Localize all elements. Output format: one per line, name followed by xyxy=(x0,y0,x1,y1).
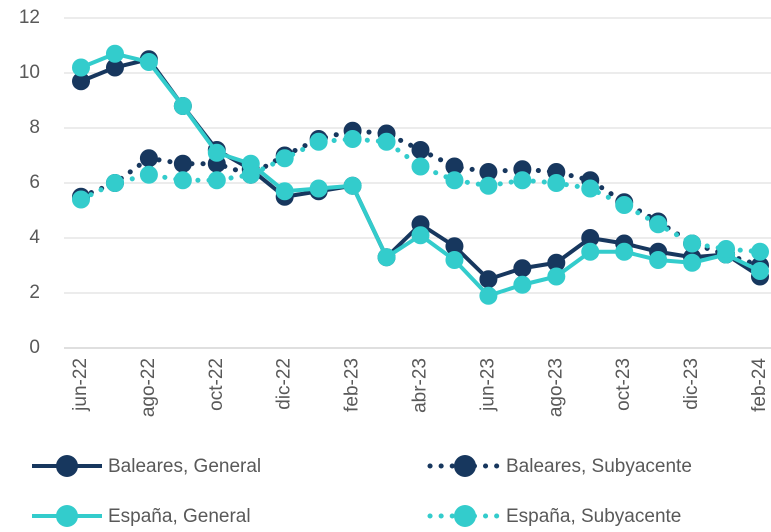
data-point xyxy=(717,240,736,258)
data-point xyxy=(139,53,158,71)
data-point xyxy=(751,262,769,280)
data-point xyxy=(683,253,702,272)
data-point xyxy=(411,226,430,245)
data-point xyxy=(72,72,90,91)
x-tick-label: ago-22 xyxy=(138,358,159,417)
data-point xyxy=(581,242,600,261)
data-point xyxy=(513,171,532,190)
data-point xyxy=(72,58,90,77)
data-point xyxy=(683,234,702,253)
legend-label: Baleares, General xyxy=(108,456,261,477)
data-point xyxy=(309,132,328,151)
legend-label: España, General xyxy=(108,506,251,527)
data-point xyxy=(275,149,294,168)
x-tick-label: oct-23 xyxy=(613,358,634,411)
data-point xyxy=(275,182,294,201)
x-tick-label: feb-23 xyxy=(342,358,363,412)
x-tick-label: dic-23 xyxy=(681,358,702,410)
data-point xyxy=(105,44,124,63)
series-line xyxy=(78,136,763,255)
legend-label: España, Subyacente xyxy=(506,506,681,527)
y-tick-label: 4 xyxy=(29,227,40,248)
y-tick-label: 12 xyxy=(19,7,40,28)
data-point xyxy=(513,259,532,278)
data-point xyxy=(411,157,430,176)
data-point xyxy=(581,229,600,247)
data-point xyxy=(72,190,90,209)
data-point xyxy=(615,242,634,261)
data-point xyxy=(445,251,464,269)
data-point xyxy=(105,58,124,77)
data-point xyxy=(139,149,158,168)
y-tick-label: 10 xyxy=(19,62,40,83)
data-point xyxy=(207,171,226,190)
data-point xyxy=(207,143,226,162)
data-point xyxy=(479,176,498,195)
x-tick-label: jun-23 xyxy=(477,358,498,412)
data-point xyxy=(139,165,158,184)
data-point xyxy=(377,132,396,151)
data-point xyxy=(513,275,532,294)
y-tick-label: 0 xyxy=(29,337,40,358)
x-tick-label: feb-24 xyxy=(749,358,770,412)
data-point xyxy=(309,179,328,198)
data-point xyxy=(411,141,430,159)
legend-marker xyxy=(454,505,476,527)
data-point xyxy=(581,179,600,198)
y-tick-label: 2 xyxy=(29,282,40,303)
x-tick-label: oct-22 xyxy=(206,358,227,411)
data-point xyxy=(445,237,464,256)
data-point xyxy=(105,174,124,192)
data-point xyxy=(173,171,192,190)
data-point xyxy=(241,165,260,184)
data-point xyxy=(445,171,464,190)
data-point xyxy=(547,253,566,272)
legend-marker xyxy=(56,505,78,527)
data-point xyxy=(751,242,769,261)
data-point xyxy=(479,270,498,289)
legend-marker xyxy=(454,455,476,477)
x-tick-label: jun-22 xyxy=(70,358,91,412)
x-tick-label: dic-22 xyxy=(274,358,295,410)
x-tick-label: abr-23 xyxy=(410,358,431,413)
data-point xyxy=(479,286,498,305)
legend-marker xyxy=(56,455,78,477)
data-point xyxy=(615,196,634,214)
data-point xyxy=(479,163,498,181)
y-tick-label: 6 xyxy=(29,172,40,193)
y-tick-label: 8 xyxy=(29,117,40,138)
data-point xyxy=(547,174,566,192)
data-point xyxy=(343,130,362,148)
legend-label: Baleares, Subyacente xyxy=(506,456,692,477)
data-point xyxy=(649,215,668,234)
data-point xyxy=(649,251,668,269)
data-point xyxy=(173,154,192,173)
data-point xyxy=(173,97,192,115)
x-tick-label: ago-23 xyxy=(545,358,566,417)
data-point xyxy=(547,267,566,286)
data-point xyxy=(343,176,362,195)
data-point xyxy=(377,248,396,267)
data-point xyxy=(445,157,464,176)
